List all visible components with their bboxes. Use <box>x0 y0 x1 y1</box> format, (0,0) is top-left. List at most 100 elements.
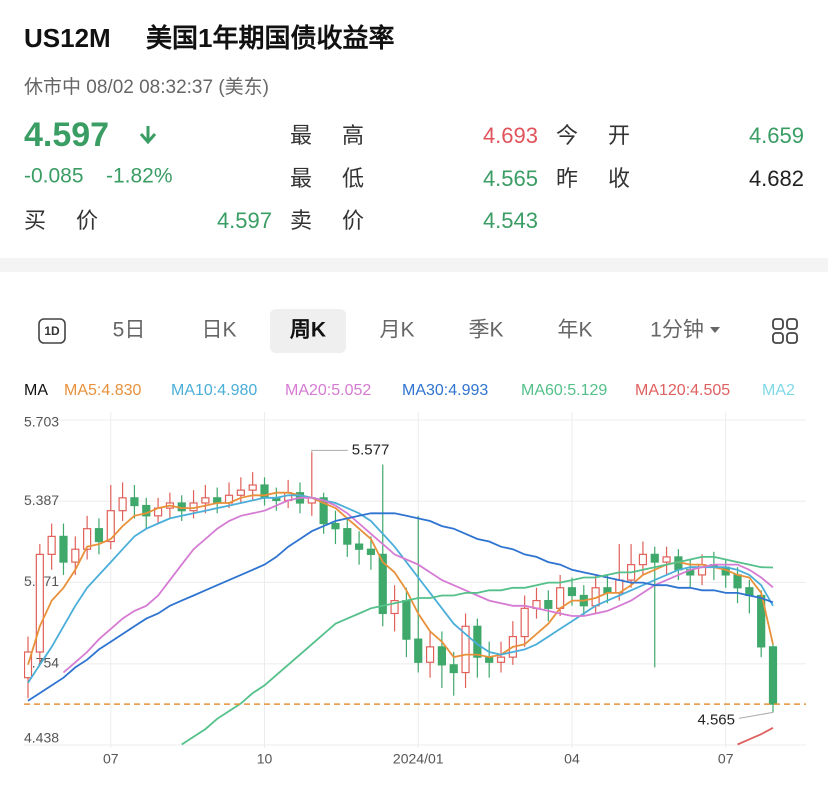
field-label: 今开 <box>556 123 660 148</box>
candle-body <box>236 489 245 496</box>
annotation-label: 5.577 <box>352 441 390 458</box>
field-label: 买价 <box>24 208 128 233</box>
symbol: US12M <box>24 23 111 53</box>
tab[interactable]: 周K <box>290 319 326 342</box>
instrument-name: 美国1年期国债收益率 <box>146 23 394 53</box>
down-arrow <box>139 126 157 145</box>
x-tick-label: 04 <box>564 751 580 767</box>
candle-body <box>59 535 68 563</box>
candle-body <box>378 553 387 615</box>
candle-body <box>496 656 506 663</box>
ma-line <box>27 491 774 666</box>
candle-body <box>47 535 56 555</box>
price-change-pct: -1.82% <box>106 165 173 188</box>
tab-1d[interactable]: 1D <box>38 318 66 344</box>
candle-body <box>402 600 411 640</box>
candle-body <box>106 510 115 543</box>
ma-line <box>181 556 774 746</box>
candle-body <box>662 556 671 563</box>
candle-body <box>567 587 577 597</box>
field-label: 昨收 <box>556 166 660 191</box>
field-label: 最高 <box>290 123 394 148</box>
plot-area <box>24 452 778 746</box>
legend-item: MA10:4.980 <box>171 382 257 399</box>
market-status: 休市中 08/02 08:32:37 (美东) <box>24 76 269 98</box>
annotation-label: 4.565 <box>697 711 735 728</box>
y-tick-label: 4.438 <box>24 730 59 746</box>
field-value: 4.693 <box>483 123 538 148</box>
x-tick-label: 07 <box>103 751 119 767</box>
candle-body <box>437 646 446 666</box>
price: 4.597 <box>24 116 109 154</box>
separator <box>0 258 828 272</box>
tab[interactable]: 季K <box>468 319 503 342</box>
field-value: 4.565 <box>483 166 538 191</box>
ma-line <box>27 494 774 684</box>
candle-body <box>142 504 151 517</box>
candle-body <box>24 651 33 679</box>
tab[interactable]: 1分钟 <box>650 319 704 342</box>
candle-body <box>461 625 470 674</box>
field-value: 4.543 <box>483 208 538 233</box>
candle-body <box>118 497 127 512</box>
field-label: 最低 <box>290 166 394 191</box>
candle-body <box>355 543 364 550</box>
candle-body <box>83 528 92 550</box>
candle-body <box>768 646 778 705</box>
legend-item: MA20:5.052 <box>285 382 371 399</box>
tab[interactable]: 月K <box>379 319 414 342</box>
candle-body <box>94 528 104 543</box>
candle-body <box>35 553 44 653</box>
quote-fields: 最高 4.693 今开 4.659 最低 4.565 昨收 4.682 买价 4.597 卖价 4.5… <box>24 123 804 233</box>
candle-body <box>638 553 648 566</box>
ma-line <box>27 512 774 702</box>
candle-body <box>425 646 435 663</box>
tab-1d-box <box>38 318 66 344</box>
candle-body <box>366 548 376 555</box>
tab-1d-label: 1D <box>44 324 60 338</box>
field-value: 4.597 <box>217 208 272 233</box>
candle-body <box>650 553 659 563</box>
candle-body <box>544 600 553 609</box>
candle-body <box>556 587 565 609</box>
candle-body <box>319 497 328 525</box>
ma-line <box>737 727 774 746</box>
field-value: 4.659 <box>749 123 804 148</box>
x-tick-label: 07 <box>718 751 734 767</box>
candle-body <box>71 548 80 563</box>
tab[interactable]: 日K <box>201 319 236 342</box>
annotation-leader <box>738 711 774 719</box>
candle-body <box>449 664 458 674</box>
field-value: 4.682 <box>749 166 804 191</box>
candle-body <box>390 600 399 615</box>
legend-title: MA <box>24 382 48 399</box>
legend-item: MA5:4.830 <box>64 382 141 399</box>
legend-item: MA2 <box>762 382 795 399</box>
candle-body <box>248 484 257 491</box>
tab[interactable]: 5日 <box>113 319 146 342</box>
candle-body <box>343 528 352 545</box>
legend-item: MA120:4.505 <box>635 382 730 399</box>
x-tick-label: 2024/01 <box>393 751 444 767</box>
field-label: 卖价 <box>290 208 394 233</box>
y-tick-label: 5.387 <box>24 492 59 508</box>
tabs: 5日 日K 周K 月K 季K 年K 1分钟 <box>113 319 704 342</box>
candle-body <box>130 497 139 507</box>
dropdown-caret[interactable] <box>710 327 720 333</box>
candle-body <box>331 522 340 530</box>
price-change: -0.085 <box>24 165 84 188</box>
candle-body <box>733 574 742 589</box>
chart: MA5:4.830 MA10:4.980 MA20:5.052 MA30:4.993 M… <box>24 382 806 767</box>
candle-body <box>414 638 423 663</box>
legend-item: MA60:5.129 <box>521 382 607 399</box>
tab-selected-bg <box>270 309 346 353</box>
candle-body <box>520 607 529 638</box>
layout-icon[interactable] <box>772 318 798 344</box>
tab[interactable]: 年K <box>557 319 592 342</box>
candle-body <box>201 497 210 504</box>
y-tick-label: 5.703 <box>24 414 59 430</box>
legend-item: MA30:4.993 <box>402 382 488 399</box>
x-tick-label: 10 <box>257 751 273 767</box>
annotation-leader <box>311 449 348 453</box>
